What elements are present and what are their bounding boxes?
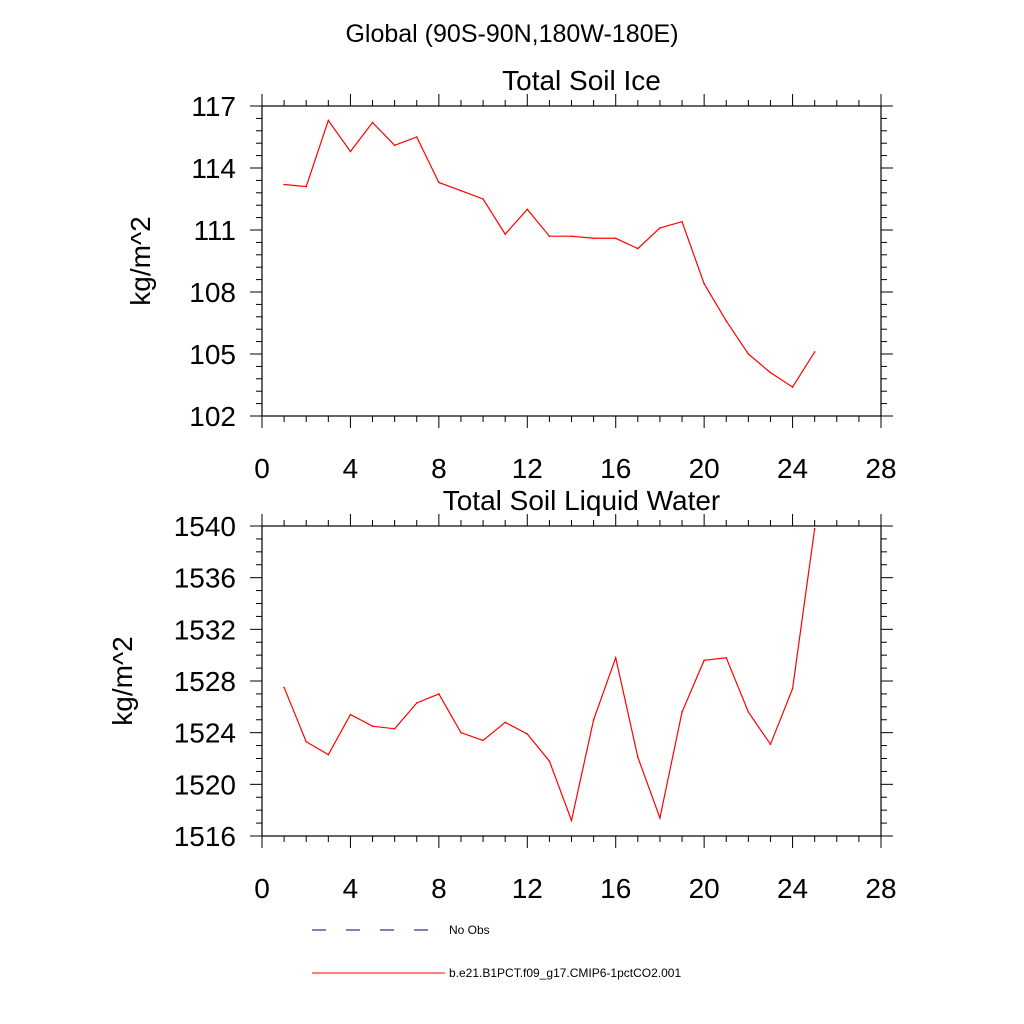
y-tick-label: 114 [191,153,236,184]
x-tick-label: 4 [343,873,359,904]
series-line [283,528,816,823]
y-tick-label: 108 [189,277,236,308]
data-point [305,185,308,188]
data-point [504,233,506,235]
data-point [681,220,683,223]
x-tick-label: 12 [512,873,543,904]
x-tick-label: 8 [431,873,447,904]
x-tick-label: 0 [254,453,270,484]
data-point [791,687,794,690]
data-point [769,743,772,746]
data-point [526,208,529,211]
data-point [460,731,462,734]
data-point [371,725,374,728]
data-point [637,756,639,759]
y-tick-label: 1520 [174,769,236,800]
data-point [327,119,330,122]
data-point [393,144,396,147]
x-tick-label: 4 [343,453,359,484]
page-title: Global (90S-90N,180W-180E) [345,20,678,48]
data-point [747,353,750,355]
data-point [283,183,285,186]
x-tick-label: 24 [777,453,808,484]
data-point [283,686,285,689]
data-point [637,247,639,250]
x-tick-label: 20 [689,873,720,904]
data-point [747,711,750,713]
data-point [659,817,661,819]
series-line [284,119,816,388]
y-tick-label: 102 [189,401,236,432]
data-point [460,189,462,192]
data-point [725,320,728,322]
data-point [349,713,352,716]
plot-total-soil-liquid-water: 0 4 8 12 16 20 24 28 1516 1520 1524 1528 1532 1536 154… [107,485,897,904]
x-tick-label: 8 [431,453,447,484]
x-tick-label: 20 [689,453,720,484]
y-tick-label: 117 [191,91,236,122]
data-point [813,527,816,530]
data-point [371,121,374,124]
y-tick-label: 1528 [174,666,236,697]
data-point [327,753,330,756]
data-point [415,702,418,704]
x-tick-label: 16 [600,453,631,484]
y-tick-label: 1536 [174,563,236,594]
legend-label-model: b.e21.B1PCT.f09_g17.CMIP6-1pctCO2.001 [449,966,681,980]
legend-label-no-obs: No Obs [449,923,490,937]
chart-title: Total Soil Liquid Water [443,485,721,516]
plot-total-soil-ice: 0 4 8 12 16 20 24 28 102 105 108 111 114 117 Total Soi… [125,65,897,484]
plot-frame [261,525,882,837]
data-point [614,237,617,240]
data-point [725,656,728,659]
data-point [681,711,683,713]
plot-frame [261,105,882,417]
data-point [438,181,440,184]
y-tick-label: 1524 [174,718,236,749]
data-point [548,235,551,237]
chart-title: Total Soil Ice [502,65,661,96]
x-tick-label: 0 [254,873,270,904]
data-point [791,386,794,388]
data-point [482,739,484,742]
data-point [438,693,440,695]
data-point [659,227,661,229]
y-tick-label: 1532 [174,614,236,645]
data-point [813,351,816,353]
data-point [415,136,418,138]
x-tick-label: 28 [865,453,896,484]
y-tick-label: 111 [193,215,236,246]
data-point [570,819,573,822]
y-tick-label: 1540 [174,511,236,542]
data-point [703,659,705,662]
y-tick-label: 105 [189,339,236,370]
data-point [548,760,551,762]
x-tick-label: 12 [512,453,543,484]
x-tick-label: 16 [600,873,631,904]
data-point [349,150,352,153]
y-axis-label: kg/m^2 [107,636,138,725]
data-point [504,721,506,724]
data-point [482,198,484,200]
x-tick-label: 24 [777,873,808,904]
data-point [393,727,396,730]
data-point [305,740,308,743]
data-point [570,235,573,237]
data-point [592,718,595,721]
y-tick-label: 1516 [174,821,236,852]
y-axis-label: kg/m^2 [125,216,156,305]
data-point [703,282,705,285]
data-point [526,733,529,735]
data-point [592,237,595,240]
data-point [769,371,772,374]
data-point [614,656,617,659]
legend: No Obs b.e21.B1PCT.f09_g17.CMIP6-1pctCO2… [312,923,681,980]
x-tick-label: 28 [865,873,896,904]
